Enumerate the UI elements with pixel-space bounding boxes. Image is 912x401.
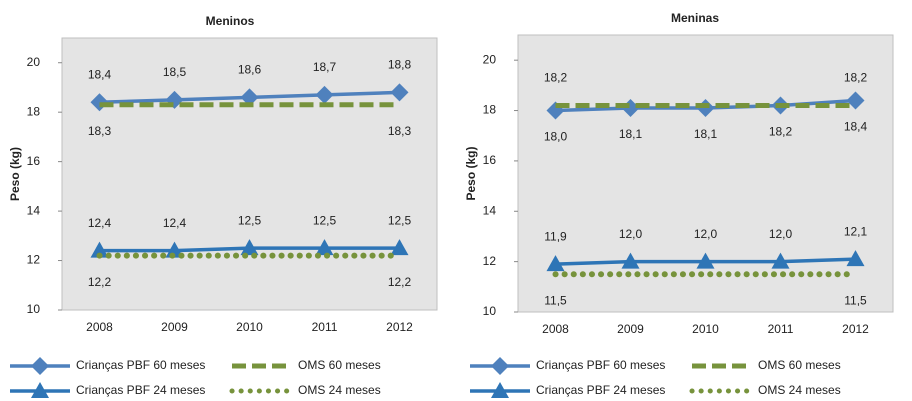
marker bbox=[546, 255, 565, 272]
data-label: 11,5 bbox=[844, 293, 867, 307]
data-label: 11,9 bbox=[544, 229, 567, 243]
y-tick-label: 20 bbox=[27, 55, 41, 69]
y-tick-label: 16 bbox=[483, 153, 497, 167]
y-tick-label: 16 bbox=[27, 154, 41, 168]
plot-area bbox=[61, 37, 438, 311]
legend-label: OMS 24 meses bbox=[298, 383, 381, 397]
marker bbox=[240, 88, 259, 107]
marker bbox=[491, 382, 509, 398]
data-label: 18,6 bbox=[238, 63, 262, 77]
data-label: 18,5 bbox=[163, 65, 187, 79]
marker bbox=[31, 382, 49, 398]
legend-label: Crianças PBF 24 meses bbox=[76, 383, 205, 397]
data-label: 18,7 bbox=[313, 60, 337, 74]
marker bbox=[846, 91, 865, 110]
legend-label: Crianças PBF 24 meses bbox=[536, 383, 665, 397]
x-tick-label: 2012 bbox=[386, 320, 413, 334]
y-tick-label: 12 bbox=[483, 254, 497, 268]
data-label: 12,1 bbox=[844, 224, 868, 238]
chart-title: Meninos bbox=[206, 14, 255, 28]
y-axis-label: Peso (kg) bbox=[8, 147, 22, 201]
data-label: 12,0 bbox=[619, 227, 643, 241]
x-tick-label: 2012 bbox=[842, 322, 869, 336]
legend-label: OMS 60 meses bbox=[298, 358, 381, 372]
marker bbox=[31, 357, 49, 375]
marker bbox=[165, 241, 184, 258]
legend-label: Crianças PBF 60 meses bbox=[536, 358, 665, 372]
data-label: 18,3 bbox=[88, 124, 112, 138]
data-label: 12,5 bbox=[388, 213, 412, 227]
data-label: 12,0 bbox=[769, 227, 793, 241]
y-axis-label: Peso (kg) bbox=[464, 146, 478, 200]
y-tick-label: 18 bbox=[483, 103, 497, 117]
marker bbox=[90, 241, 109, 258]
marker bbox=[390, 239, 409, 256]
data-label: 18,1 bbox=[619, 127, 643, 141]
plot-area bbox=[517, 34, 894, 313]
data-label: 12,4 bbox=[163, 216, 187, 230]
x-tick-label: 2008 bbox=[86, 320, 113, 334]
data-label: 18,1 bbox=[694, 127, 718, 141]
marker bbox=[390, 83, 409, 102]
chart-title: Meninas bbox=[671, 11, 719, 25]
marker bbox=[771, 252, 790, 269]
marker bbox=[621, 252, 640, 269]
y-tick-label: 18 bbox=[27, 104, 41, 118]
data-label: 18,3 bbox=[388, 124, 412, 138]
legend-label: OMS 60 meses bbox=[758, 358, 841, 372]
data-label: 11,5 bbox=[544, 293, 567, 307]
y-tick-label: 14 bbox=[483, 203, 497, 217]
data-label: 18,2 bbox=[769, 125, 793, 139]
x-tick-label: 2011 bbox=[768, 322, 794, 336]
marker bbox=[491, 357, 509, 375]
y-tick-label: 20 bbox=[483, 52, 497, 66]
data-label: 12,4 bbox=[88, 216, 112, 230]
data-label: 18,4 bbox=[88, 67, 112, 81]
data-label: 18,2 bbox=[544, 71, 568, 85]
data-label: 12,0 bbox=[694, 227, 718, 241]
x-tick-label: 2009 bbox=[161, 320, 188, 334]
data-label: 18,8 bbox=[388, 58, 412, 72]
data-label: 18,2 bbox=[844, 71, 868, 85]
legend-label: Crianças PBF 60 meses bbox=[76, 358, 205, 372]
data-label: 12,5 bbox=[313, 213, 337, 227]
x-tick-label: 2010 bbox=[236, 320, 263, 334]
y-tick-label: 14 bbox=[27, 203, 41, 217]
marker bbox=[240, 239, 259, 256]
marker bbox=[696, 252, 715, 269]
x-tick-label: 2010 bbox=[692, 322, 719, 336]
data-label: 12,5 bbox=[238, 213, 262, 227]
marker bbox=[315, 239, 334, 256]
y-tick-label: 10 bbox=[483, 304, 497, 318]
data-label: 18,4 bbox=[844, 120, 868, 134]
legend-label: OMS 24 meses bbox=[758, 383, 841, 397]
y-tick-label: 12 bbox=[27, 253, 41, 267]
x-tick-label: 2009 bbox=[617, 322, 644, 336]
x-tick-label: 2008 bbox=[542, 322, 569, 336]
data-label: 12,2 bbox=[88, 275, 112, 289]
y-tick-label: 10 bbox=[27, 302, 41, 316]
marker bbox=[315, 85, 334, 104]
data-label: 12,2 bbox=[388, 275, 412, 289]
marker bbox=[846, 250, 865, 267]
x-tick-label: 2011 bbox=[312, 320, 338, 334]
data-label: 18,0 bbox=[544, 130, 568, 144]
